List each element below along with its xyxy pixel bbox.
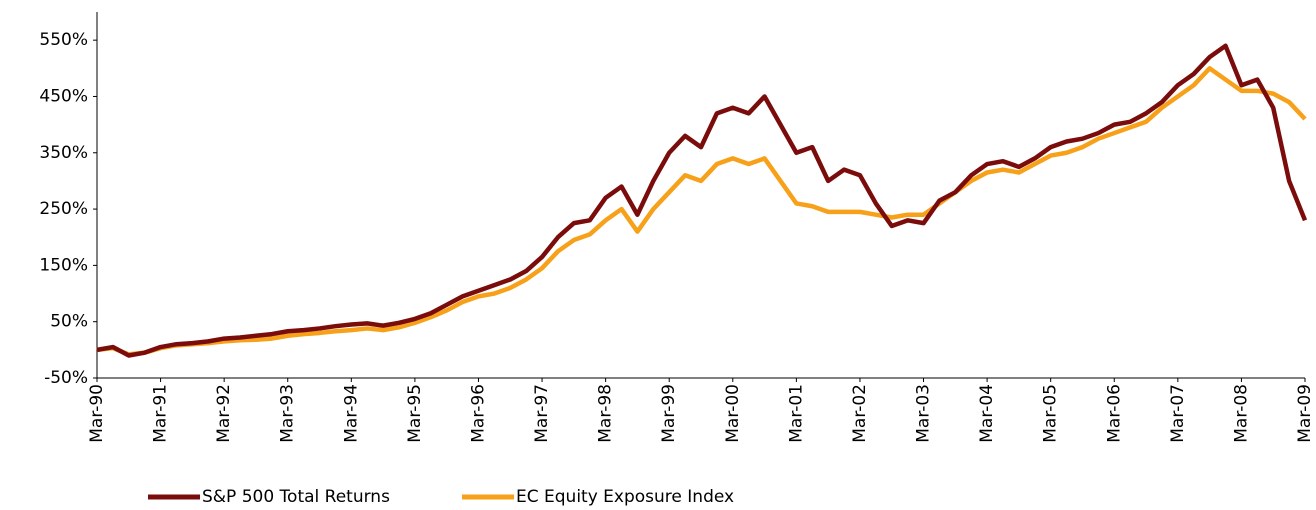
x-tick-label: Mar-02 [850,384,870,443]
series-line [96,66,1307,357]
x-tick-label: Mar-97 [532,384,552,443]
x-tick-label: Mar-90 [87,384,107,443]
y-tick-label: 350% [39,143,88,163]
y-tick-label: -50% [44,368,88,388]
x-tick-label: Mar-92 [214,384,234,443]
x-tick-label: Mar-99 [659,384,679,443]
x-tick-label: Mar-06 [1104,384,1124,443]
x-tick-label: Mar-91 [151,384,171,443]
x-tick-label: Mar-04 [977,384,997,443]
x-tick-label: Mar-96 [468,384,488,443]
y-tick-label: 550% [39,30,88,50]
x-tick-label: Mar-95 [405,384,425,443]
legend-label: EC Equity Exposure Index [516,487,734,507]
legend-label: S&P 500 Total Returns [202,487,390,507]
x-tick-label: Mar-07 [1168,384,1188,443]
x-tick-label: Mar-01 [786,384,806,443]
x-tick-label: Mar-08 [1231,384,1251,443]
x-tick-label: Mar-98 [596,384,616,443]
x-tick-label: Mar-09 [1295,384,1315,443]
y-tick-label: 250% [39,199,88,219]
x-tick-label: Mar-00 [723,384,743,443]
y-tick-label: 450% [39,86,88,106]
series-line [96,43,1308,358]
y-tick-label: 50% [50,312,88,332]
y-tick-label: 150% [39,255,88,275]
x-tick-label: Mar-05 [1041,384,1061,443]
x-tick-label: Mar-03 [914,384,934,443]
x-tick-label: Mar-93 [278,384,298,443]
x-tick-label: Mar-94 [341,384,361,443]
